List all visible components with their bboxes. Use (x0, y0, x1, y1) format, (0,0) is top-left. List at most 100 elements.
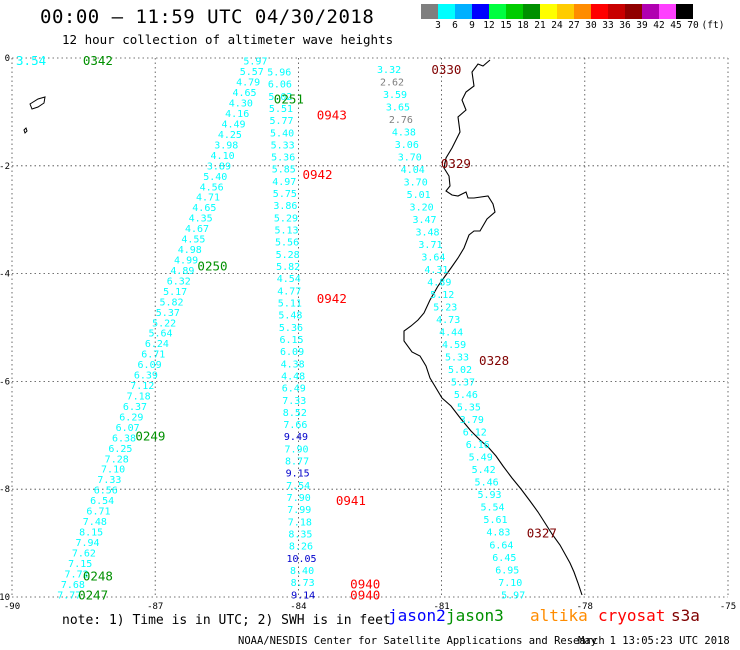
swh-value: 7.12 (130, 381, 154, 392)
swh-value: 5.28 (276, 250, 300, 261)
swh-value: 5.96 (267, 67, 291, 78)
swh-value: 5.36 (271, 153, 295, 164)
legend-label: 33 (602, 20, 614, 31)
note-text: note: 1) Time is in UTC; 2) SWH is in fe… (62, 613, 391, 628)
swh-value: 4.99 (174, 255, 198, 266)
pass-time-labels: 0342 3.54 0251 0943 0330 0329 0942 0250 0942 0328… (16, 53, 557, 602)
pass-label: 0328 (479, 353, 509, 368)
swh-value: 4.35 (189, 214, 213, 225)
track-0943: 5.966.065.025.515.775.405.335.365.854.97… (267, 67, 316, 601)
credit-text: NOAA/NESDIS Center for Satellite Applica… (238, 635, 605, 647)
swh-value: 5.51 (269, 104, 293, 115)
legend-label: 3 (435, 20, 441, 31)
swh-value: 5.54 (480, 503, 504, 514)
swh-value: 4.44 (439, 328, 463, 339)
pass-label: 3.54 (16, 53, 46, 68)
swh-value: 6.24 (145, 339, 169, 350)
swh-value: 4.04 (401, 165, 425, 176)
swh-value: 6.49 (282, 384, 306, 395)
swh-value: 8.52 (283, 408, 307, 419)
swh-value: 5.93 (478, 490, 502, 501)
swh-value: 6.29 (119, 412, 143, 423)
swh-value: 3.06 (395, 140, 419, 151)
legend-swatch (574, 4, 591, 19)
swh-value: 4.77 (277, 286, 301, 297)
swh-value: 6.54 (90, 496, 114, 507)
swh-value: 5.17 (163, 287, 187, 298)
legend-label: 30 (585, 20, 597, 31)
swh-value: 6.15 (279, 335, 303, 346)
swh-value: 6.09 (280, 347, 304, 358)
swh-value: 3.71 (418, 240, 442, 251)
swh-value: 5.13 (274, 226, 298, 237)
pass-label: 0942 (302, 167, 332, 182)
swh-value: 4.65 (192, 203, 216, 214)
swh-value: 3.32 (377, 65, 401, 76)
y-tick-label: -10 (0, 593, 10, 603)
swh-value: 4.10 (211, 151, 235, 162)
x-tick-label: -87 (147, 602, 163, 612)
legend-unit: (ft) (701, 20, 725, 31)
swh-value: 6.71 (141, 350, 165, 361)
y-tick-label: 0 (5, 54, 10, 64)
legend-labels: 3 6 9 12 15 18 21 24 27 30 33 36 39 42 45 70 (ft) (421, 19, 740, 33)
swh-value: 5.02 (448, 365, 472, 376)
legend-swatch (659, 4, 676, 19)
legend-swatch (591, 4, 608, 19)
swh-value: 6.09 (138, 360, 162, 371)
legend-swatch (608, 4, 625, 19)
swh-value: 5.75 (273, 189, 297, 200)
swh-value: 8.15 (79, 528, 103, 539)
swh-value: 4.25 (218, 130, 242, 141)
swh-value: 5.36 (279, 323, 303, 334)
legend-label: 42 (653, 20, 665, 31)
swh-value: 5.49 (469, 453, 493, 464)
legend-swatch (523, 4, 540, 19)
swh-value: 4.98 (178, 245, 202, 256)
swh-value: 3.64 (421, 252, 445, 263)
pass-label: 0327 (527, 525, 557, 540)
swh-value: 3.47 (413, 215, 437, 226)
axis-ticks: -90 -87 -84 -81 -78 -75 0 -2 -4 -6 -8 -10 (0, 54, 736, 612)
swh-value: 5.23 (433, 303, 457, 314)
swh-value: 5.01 (407, 190, 431, 201)
swh-value: 3.79 (460, 415, 484, 426)
swh-value: 6.64 (489, 540, 513, 551)
swh-value: 5.82 (159, 297, 183, 308)
swh-value: 9.14 (291, 590, 315, 601)
legend-swatch (455, 4, 472, 19)
chart-title: 00:00 – 11:59 UTC 04/30/2018 (40, 6, 375, 28)
legend-swatch (489, 4, 506, 19)
swh-value: 4.30 (229, 99, 253, 110)
legend-swatch (557, 4, 574, 19)
pass-label: 0342 (83, 53, 113, 68)
swh-value: 6.95 (495, 565, 519, 576)
swh-value: 4.16 (225, 109, 249, 120)
swh-value: 5.40 (270, 128, 294, 139)
color-legend: 3 6 9 12 15 18 21 24 27 30 33 36 39 42 45 70 (ft) (421, 4, 740, 33)
pass-label: 0942 (317, 291, 347, 306)
swh-value: 5.33 (271, 140, 295, 151)
swh-value: 5.46 (454, 390, 478, 401)
swh-value: 8.35 (288, 530, 312, 541)
pass-label: 0250 (197, 259, 227, 274)
swh-value: 4.31 (424, 265, 448, 276)
swh-value: 8.26 (289, 542, 313, 553)
swh-value: 7.33 (282, 396, 306, 407)
pass-label: 0329 (441, 156, 471, 171)
swh-value: 6.25 (108, 444, 132, 455)
legend-label: 9 (469, 20, 475, 31)
island (29, 96, 46, 110)
swh-value: 7.68 (61, 580, 85, 591)
satellite-s3a: s3a (671, 606, 700, 625)
swh-value: 5.02 (268, 92, 292, 103)
swh-value: 4.54 (277, 274, 301, 285)
swh-value: 7.33 (97, 475, 121, 486)
swh-value: 5.37 (156, 308, 180, 319)
altimeter-tracks: 5.975.574.794.654.304.164.494.253.984.10… (57, 57, 525, 602)
swh-value: 4.89 (427, 277, 451, 288)
satellite-jason2: jason2 (388, 606, 446, 625)
swh-value: 10.05 (286, 554, 316, 565)
satellite-altika: altika (530, 606, 588, 625)
legend-swatch (642, 4, 659, 19)
